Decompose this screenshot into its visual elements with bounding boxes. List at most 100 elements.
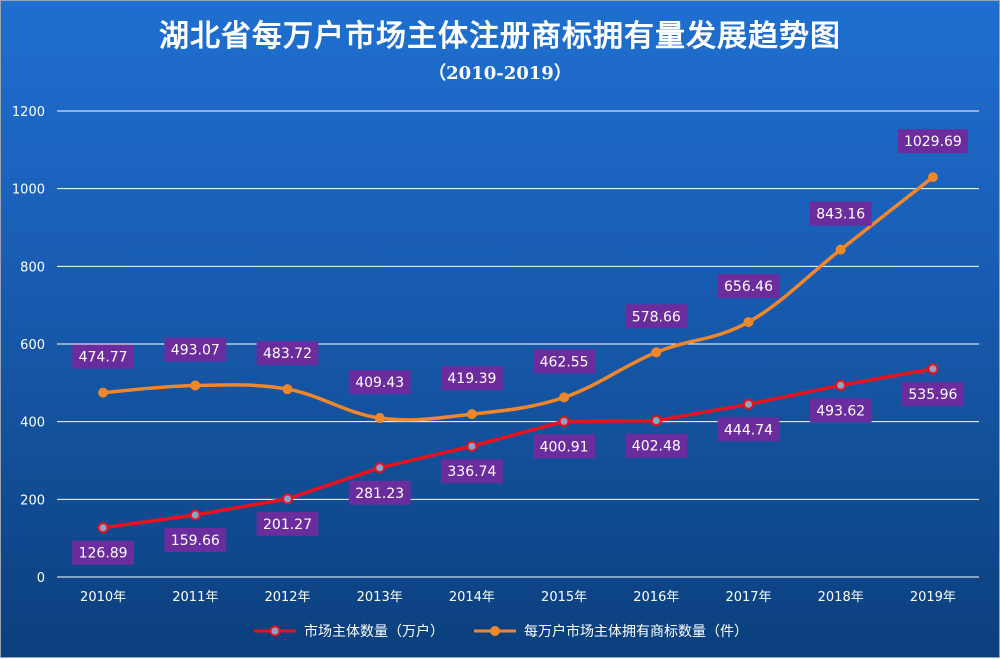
data-label-box xyxy=(348,370,411,395)
data-label-text: 201.27 xyxy=(263,517,312,533)
data-label: 444.74 xyxy=(717,417,780,442)
data-point xyxy=(282,493,293,505)
data-label: 409.43 xyxy=(348,370,411,395)
data-point xyxy=(98,387,109,398)
data-label-box xyxy=(441,459,503,484)
data-point xyxy=(374,462,386,474)
data-label-box xyxy=(625,304,688,329)
data-label-box xyxy=(809,398,872,423)
data-label-box xyxy=(72,540,134,565)
chart-title: 湖北省每万户市场主体注册商标拥有量发展趋势图 xyxy=(159,19,841,54)
y-tick-label: 800 xyxy=(20,260,45,275)
data-label: 843.16 xyxy=(809,201,872,226)
data-label-box xyxy=(72,344,134,369)
data-label-text: 419.39 xyxy=(447,371,496,387)
data-point xyxy=(466,409,477,420)
legend: 市场主体数量（万户） 每万户市场主体拥有商标数量（件） xyxy=(1,621,999,641)
y-tick-label: 400 xyxy=(20,416,45,431)
x-tick-label: 2013年 xyxy=(357,590,403,605)
data-label-text: 400.91 xyxy=(540,439,589,455)
data-point xyxy=(190,380,201,391)
chart-subtitle: （2010-2019） xyxy=(428,63,572,84)
legend-label-series1: 市场主体数量（万户） xyxy=(304,624,444,640)
data-label-text: 474.77 xyxy=(79,350,128,366)
data-point xyxy=(651,347,662,358)
data-label: 493.62 xyxy=(809,398,872,423)
data-label-box xyxy=(256,511,319,536)
data-point xyxy=(835,379,847,391)
y-tick-label: 1000 xyxy=(12,183,45,198)
data-label: 1029.69 xyxy=(897,129,968,154)
data-label-box xyxy=(625,433,688,458)
y-tick-label: 0 xyxy=(37,571,45,586)
data-label-box xyxy=(533,349,595,374)
data-label-text: 535.96 xyxy=(908,387,957,403)
legend-label-series2: 每万户市场主体拥有商标数量（件） xyxy=(524,624,748,640)
data-label-box xyxy=(717,417,780,442)
data-label-text: 281.23 xyxy=(355,486,404,502)
legend-marker-series1 xyxy=(254,625,296,637)
x-tick-label: 2016年 xyxy=(633,590,679,605)
legend-item-series2: 每万户市场主体拥有商标数量（件） xyxy=(472,621,748,641)
series-line-2 xyxy=(102,175,934,422)
data-label: 578.66 xyxy=(625,304,688,329)
data-label-text: 1029.69 xyxy=(904,134,962,150)
data-point xyxy=(466,440,478,452)
data-point xyxy=(559,392,570,403)
y-tick-label: 200 xyxy=(20,493,45,508)
data-label-box xyxy=(902,381,964,406)
data-label: 419.39 xyxy=(441,366,503,391)
data-label-text: 493.07 xyxy=(171,343,220,359)
data-label-text: 483.72 xyxy=(263,346,312,362)
data-label: 483.72 xyxy=(256,341,319,366)
x-tick-label: 2018年 xyxy=(818,590,864,605)
gridlines xyxy=(57,110,979,578)
data-label-box xyxy=(717,274,780,299)
data-label: 474.77 xyxy=(72,344,134,369)
data-label-text: 159.66 xyxy=(171,533,220,549)
data-label: 336.74 xyxy=(441,459,503,484)
x-tick-label: 2010年 xyxy=(80,590,126,605)
data-point xyxy=(927,172,938,183)
data-label-box xyxy=(256,341,319,366)
data-label-text: 444.74 xyxy=(724,422,773,438)
data-label: 400.91 xyxy=(533,434,595,459)
series-markers xyxy=(97,172,939,534)
data-label-box xyxy=(897,129,968,154)
data-point xyxy=(282,384,293,395)
data-point xyxy=(374,413,385,424)
data-label-box xyxy=(809,201,872,226)
x-tick-label: 2019年 xyxy=(910,590,956,605)
data-label-text: 402.48 xyxy=(632,439,681,455)
data-label-text: 126.89 xyxy=(79,546,128,562)
data-label-text: 462.55 xyxy=(540,354,589,370)
data-point xyxy=(189,509,201,521)
data-label-box xyxy=(164,337,227,362)
data-label-text: 336.74 xyxy=(447,464,496,480)
y-tick-label: 1200 xyxy=(12,105,45,120)
data-label: 656.46 xyxy=(717,274,780,299)
y-tick-label: 600 xyxy=(20,338,45,353)
data-label: 201.27 xyxy=(256,511,319,536)
data-label-text: 578.66 xyxy=(632,309,681,325)
data-label-box xyxy=(441,366,503,391)
data-label: 535.96 xyxy=(902,381,964,406)
data-point xyxy=(835,244,846,255)
data-label: 159.66 xyxy=(164,527,227,552)
data-label-text: 493.62 xyxy=(816,403,865,419)
data-label-text: 843.16 xyxy=(816,207,865,223)
series-lines xyxy=(102,175,934,530)
x-tick-label: 2012年 xyxy=(264,590,310,605)
data-point xyxy=(97,522,109,534)
data-label: 126.89 xyxy=(72,540,134,565)
x-tick-label: 2014年 xyxy=(449,590,495,605)
data-point xyxy=(650,415,662,427)
data-label: 493.07 xyxy=(164,337,227,362)
data-point xyxy=(743,398,754,410)
data-label: 402.48 xyxy=(625,433,688,458)
x-tick-label: 2015年 xyxy=(541,590,587,605)
data-label: 462.55 xyxy=(533,349,595,374)
y-axis-ticks: 0 200 400 600 800 1000 1200 xyxy=(12,105,45,586)
